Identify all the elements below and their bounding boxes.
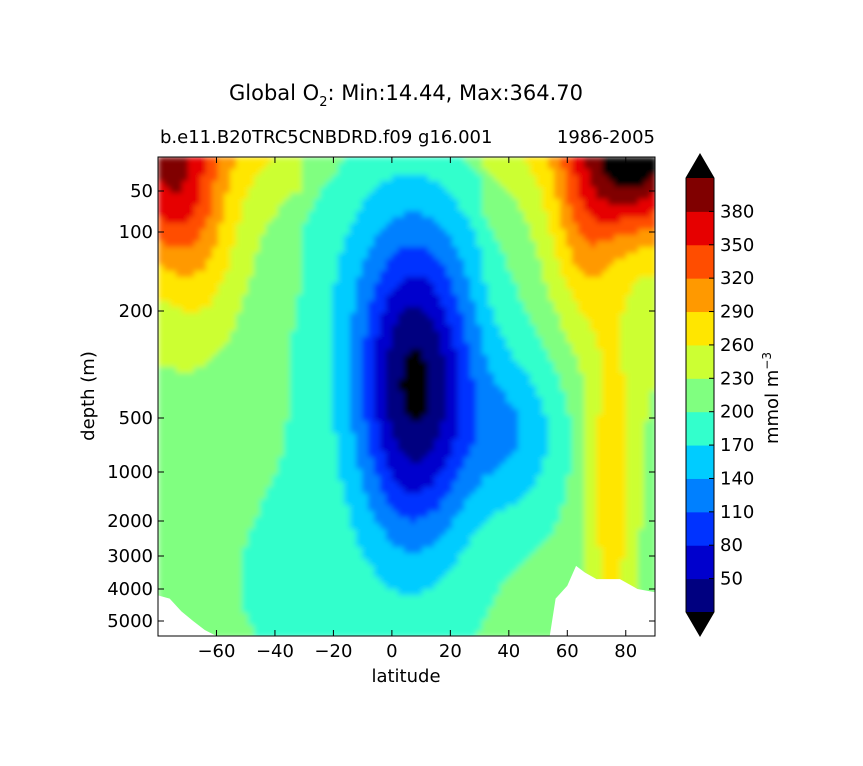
colorbar-segment bbox=[686, 545, 714, 580]
colorbar: 50 80 110 140 170 200 230 260 290 320 350 380 bbox=[685, 153, 754, 637]
chart-subtitle-left: b.e11.B20TRC5CNBDRD.f09 g16.001 bbox=[160, 127, 492, 148]
colorbar-tick-label: 170 bbox=[720, 435, 754, 456]
chart-title: Global O2: Min:14.44, Max:364.70 bbox=[229, 81, 583, 110]
y-tick-label: 2000 bbox=[107, 511, 153, 532]
x-tick-label: −60 bbox=[197, 641, 235, 662]
colorbar-tick-label: 110 bbox=[720, 502, 754, 523]
y-tick-label: 100 bbox=[119, 222, 153, 243]
colorbar-tick-label: 140 bbox=[720, 468, 754, 489]
x-tick-label: −40 bbox=[256, 641, 294, 662]
colorbar-segment bbox=[686, 278, 714, 313]
chart-subtitle-right: 1986-2005 bbox=[557, 127, 655, 148]
colorbar-segment bbox=[686, 478, 714, 513]
plot-frame bbox=[157, 156, 656, 637]
colorbar-segment bbox=[686, 511, 714, 546]
y-tick-label: 5000 bbox=[107, 611, 153, 632]
oxygen-field bbox=[158, 157, 655, 636]
x-tick-label: 0 bbox=[386, 641, 397, 662]
y-tick-label: 50 bbox=[130, 181, 153, 202]
x-tick-label: −20 bbox=[314, 641, 352, 662]
colorbar-segment bbox=[686, 178, 714, 212]
colorbar-segment bbox=[686, 211, 714, 246]
y-tick-label: 1000 bbox=[107, 462, 153, 483]
colorbar-label: mmol m−3 bbox=[760, 352, 783, 444]
y-tick-label: 200 bbox=[119, 301, 153, 322]
colorbar-outline bbox=[685, 153, 715, 637]
colorbar-segment bbox=[686, 244, 714, 279]
y-axis-label: depth (m) bbox=[78, 351, 99, 441]
colorbar-segment bbox=[686, 344, 714, 379]
y-tick-label: 500 bbox=[119, 408, 153, 429]
colorbar-tick-label: 380 bbox=[720, 201, 754, 222]
colorbar-tick-label: 350 bbox=[720, 235, 754, 256]
colorbar-tick-label: 230 bbox=[720, 368, 754, 389]
x-tick-label: 20 bbox=[439, 641, 462, 662]
colorbar-tick-label: 80 bbox=[720, 535, 743, 556]
x-tick-label: 80 bbox=[614, 641, 637, 662]
x-tick-label: 60 bbox=[556, 641, 579, 662]
colorbar-tick-label: 320 bbox=[720, 268, 754, 289]
colorbar-segment bbox=[686, 311, 714, 346]
colorbar-tick-label: 290 bbox=[720, 302, 754, 323]
x-tick-label: 40 bbox=[497, 641, 520, 662]
colorbar-tick-label: 50 bbox=[720, 569, 743, 590]
y-tick-label: 3000 bbox=[107, 546, 153, 567]
colorbar-extend-max bbox=[686, 154, 714, 178]
colorbar-tick-label: 200 bbox=[720, 402, 754, 423]
colorbar-segment bbox=[686, 378, 714, 413]
colorbar-segment bbox=[686, 445, 714, 479]
colorbar-segment bbox=[686, 578, 714, 613]
seafloor-mask-north bbox=[549, 565, 655, 636]
seafloor-mask-south bbox=[158, 595, 217, 636]
colorbar-segment bbox=[686, 411, 714, 446]
x-axis-label: latitude bbox=[371, 666, 440, 687]
colorbar-extend-min bbox=[686, 612, 714, 636]
colorbar-tick-label: 260 bbox=[720, 335, 754, 356]
plot-area bbox=[158, 157, 655, 636]
y-tick-label: 4000 bbox=[107, 579, 153, 600]
